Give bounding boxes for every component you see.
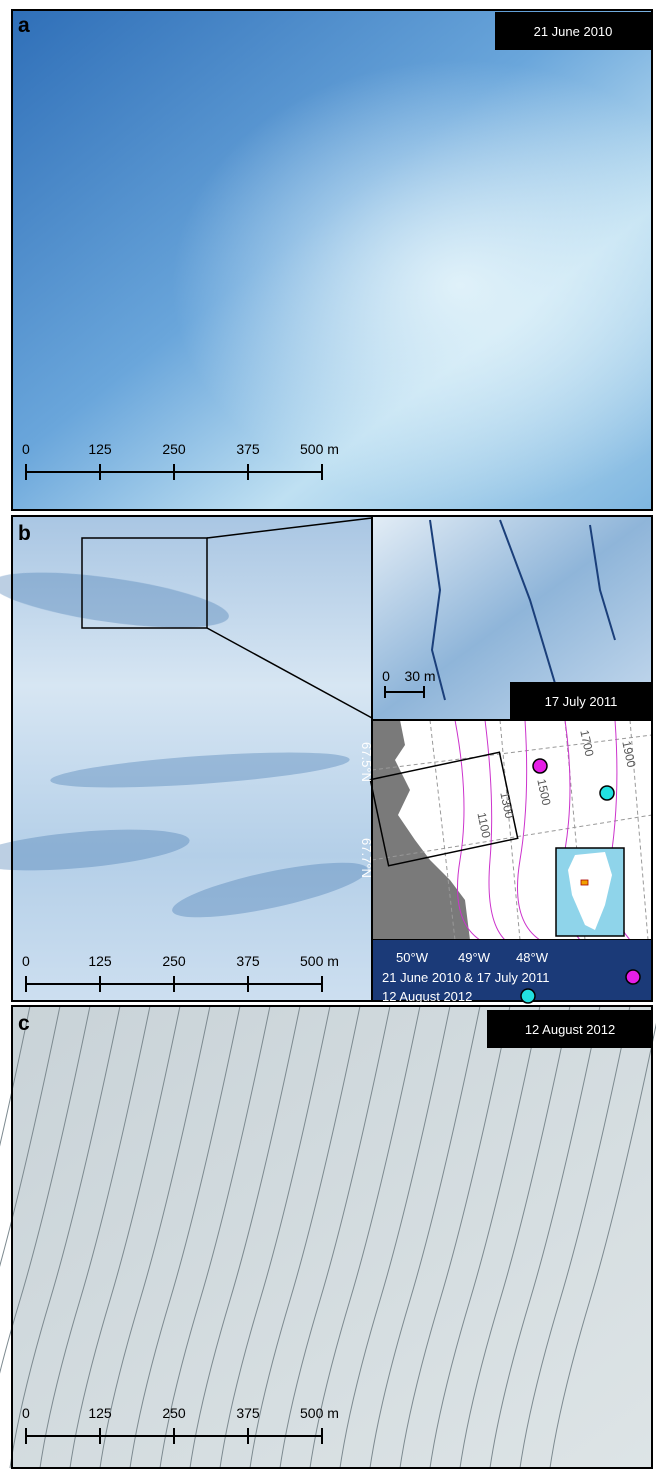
longitude-label: 50°W [396,950,429,965]
scale-label: 0 [22,441,30,457]
scale-label: 0 [22,953,30,969]
scale-label: 250 [162,1405,186,1421]
scale-label: 125 [88,1405,112,1421]
legend-label: 21 June 2010 & 17 July 2011 [382,970,549,985]
locator-box [581,880,588,885]
date: 12 August 2012 [525,1022,615,1037]
scale-label: 375 [236,1405,260,1421]
legend-marker [521,989,535,1003]
latitude-label: 67.7°N [359,838,374,878]
image-c [12,1006,652,1468]
scale-label: 125 [88,953,112,969]
legend-label: 12 August 2012 [382,989,472,1004]
image-a-light [12,10,652,510]
date: 21 June 2010 [534,24,613,39]
inset-scale-label: 30 m [404,668,435,684]
date: 17 July 2011 [545,694,618,709]
longitude-label: 48°W [516,950,549,965]
site-marker [533,759,547,773]
panel-letter: a [18,14,30,37]
scale-label: 500 m [300,953,339,969]
page: {"panels":[ {"letter":"a","date":"21 Jun… [0,0,656,1470]
panel-letter: c [18,1012,30,1035]
panel-letter: b [18,522,31,545]
site-marker [600,786,614,800]
scale-label: 375 [236,441,260,457]
scale-label: 500 m [300,1405,339,1421]
scale-label: 0 [22,1405,30,1421]
scale-label: 250 [162,953,186,969]
scale-label: 250 [162,441,186,457]
inset-scale-label: 0 [382,668,390,684]
scale-label: 125 [88,441,112,457]
latitude-label: 67.5°N [359,742,374,782]
figure: a 21 June 2010 17 July 2011 0 30 m b 67.… [0,0,656,1470]
scale-label: 375 [236,953,260,969]
legend-marker [626,970,640,984]
longitude-label: 49°W [458,950,491,965]
scale-label: 500 m [300,441,339,457]
